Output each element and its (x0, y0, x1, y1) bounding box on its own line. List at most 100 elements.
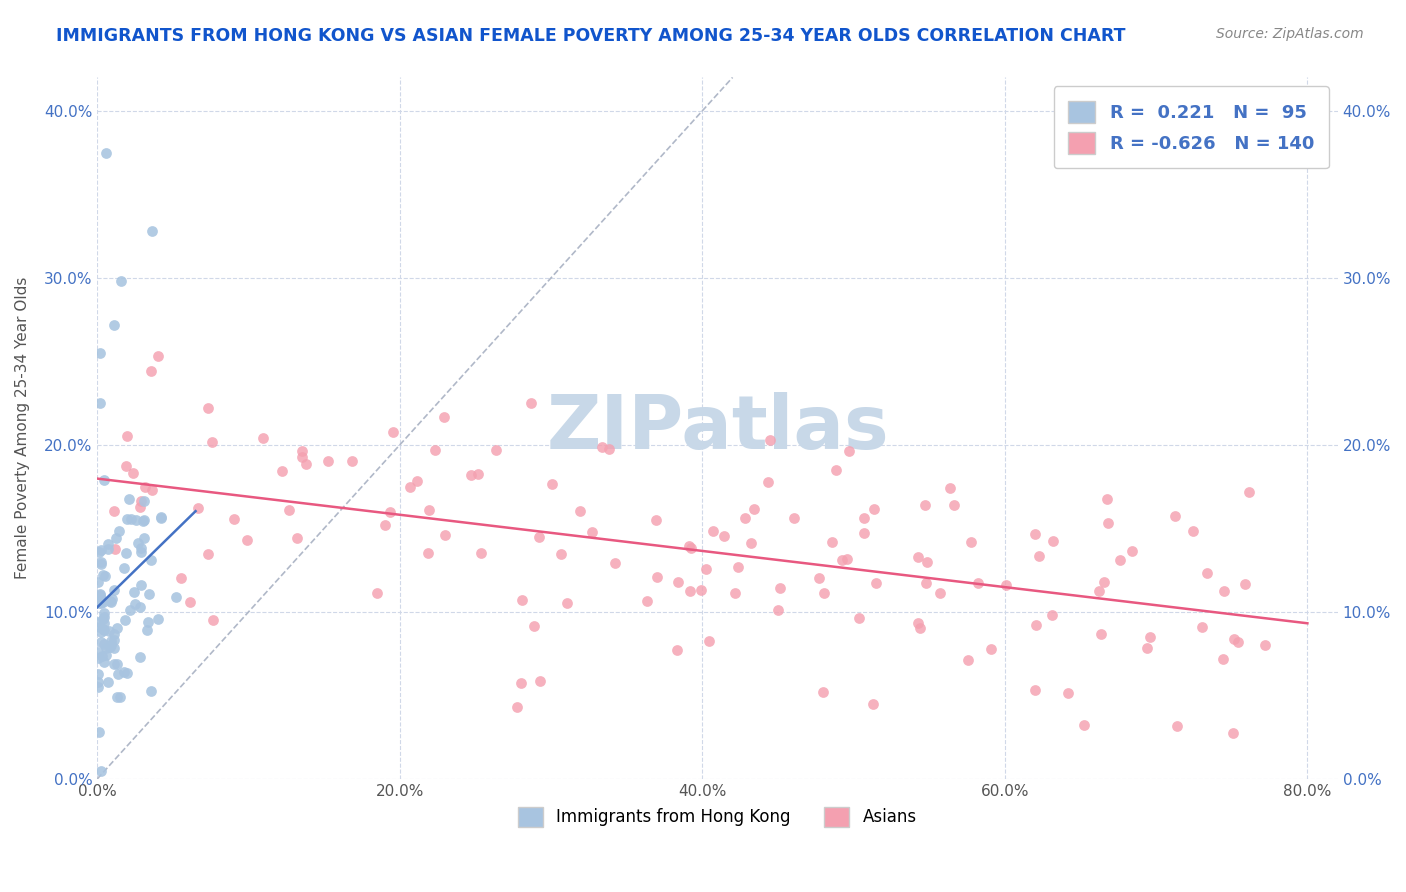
Point (89, 396, 111, 410)
Point (87, 596, 110, 610)
Point (122, 585, 145, 599)
Point (759, 433, 782, 447)
Point (98, 640, 121, 654)
Point (93, 473, 115, 487)
Point (118, 603, 141, 617)
Point (87, 645, 110, 659)
Point (91, 568, 114, 582)
Point (374, 518, 396, 533)
Point (1237, 485, 1260, 500)
Point (108, 690, 131, 705)
Point (90, 625, 112, 640)
Legend: Immigrants from Hong Kong, Asians: Immigrants from Hong Kong, Asians (512, 800, 924, 834)
Point (141, 483, 163, 497)
Point (89, 620, 111, 634)
Point (148, 349, 170, 363)
Point (252, 431, 274, 445)
Point (980, 642, 1002, 657)
Point (568, 504, 591, 518)
Point (605, 556, 627, 570)
Point (98, 593, 121, 607)
Point (821, 534, 844, 549)
Point (1073, 718, 1095, 732)
Point (87, 615, 110, 630)
Point (1121, 544, 1143, 558)
Point (201, 613, 224, 627)
Point (598, 442, 620, 456)
Point (695, 561, 717, 575)
Point (122, 466, 145, 480)
Point (727, 560, 749, 574)
Point (1092, 575, 1115, 590)
Point (132, 494, 155, 508)
Point (1195, 566, 1218, 580)
Point (197, 547, 219, 561)
Point (100, 638, 122, 652)
Point (90, 593, 112, 607)
Point (1234, 577, 1257, 591)
Point (470, 546, 492, 560)
Text: ZIPatlas: ZIPatlas (546, 392, 889, 465)
Point (689, 582, 711, 597)
Point (120, 512, 142, 526)
Point (697, 634, 720, 648)
Point (1097, 516, 1119, 530)
Point (124, 597, 146, 611)
Point (149, 509, 172, 524)
Point (105, 531, 128, 545)
Point (108, 524, 131, 538)
Point (115, 429, 138, 443)
Point (107, 667, 129, 681)
Point (1164, 508, 1187, 523)
Point (405, 474, 427, 488)
Point (100, 595, 122, 609)
Point (89, 346, 111, 360)
Point (591, 441, 613, 455)
Point (1024, 526, 1046, 541)
Point (135, 623, 157, 637)
Point (994, 578, 1017, 592)
Point (179, 595, 201, 609)
Point (132, 513, 155, 527)
Point (105, 621, 128, 635)
Point (510, 592, 533, 607)
Point (165, 590, 187, 604)
Point (93, 637, 115, 651)
Point (865, 575, 887, 590)
Point (96, 648, 118, 662)
Point (824, 463, 846, 477)
Point (425, 442, 447, 457)
Point (644, 514, 666, 528)
Point (141, 224, 163, 238)
Point (540, 477, 562, 491)
Point (112, 561, 135, 575)
Point (768, 582, 790, 596)
Point (115, 459, 138, 474)
Point (285, 531, 308, 545)
Point (148, 612, 170, 626)
Point (1056, 686, 1078, 700)
Point (808, 571, 831, 585)
Point (645, 570, 668, 584)
Point (783, 511, 806, 525)
Point (97, 541, 120, 556)
Point (813, 586, 835, 600)
Point (94, 640, 117, 655)
Point (132, 532, 155, 546)
Point (129, 649, 152, 664)
Point (87, 680, 110, 694)
Text: Source: ZipAtlas.com: Source: ZipAtlas.com (1216, 27, 1364, 41)
Point (86, 674, 108, 689)
Point (340, 454, 363, 468)
Point (139, 363, 162, 377)
Point (742, 501, 765, 516)
Point (149, 511, 172, 525)
Point (679, 541, 702, 556)
Point (679, 583, 702, 598)
Point (131, 493, 153, 508)
Point (550, 547, 572, 561)
Point (734, 511, 756, 525)
Point (853, 511, 876, 525)
Point (917, 555, 939, 569)
Point (291, 444, 314, 458)
